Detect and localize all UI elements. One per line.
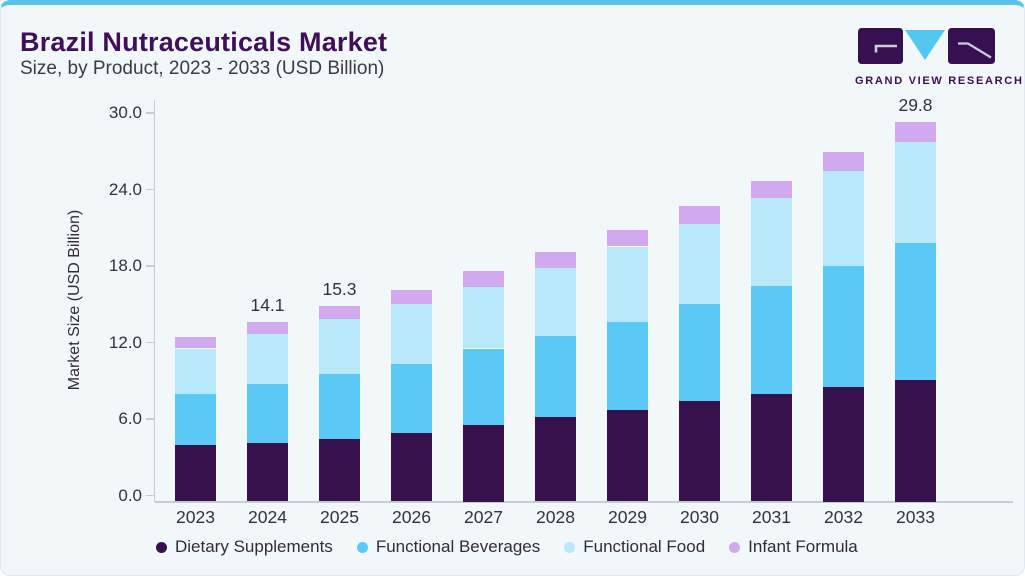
legend-swatch-icon xyxy=(564,541,576,553)
brand-name: GRAND VIEW RESEARCH xyxy=(855,75,1024,87)
y-axis-title: Market Size (USD Billion) xyxy=(66,209,83,391)
legend-item-dietary-supplements: Dietary Supplements xyxy=(156,537,333,557)
legend-swatch-icon xyxy=(156,541,167,553)
logo-v-triangle-icon xyxy=(905,30,945,60)
brand-logo: GRAND VIEW RESEARCH xyxy=(855,28,1024,87)
legend-swatch-icon xyxy=(729,541,741,553)
logo-r-mark xyxy=(958,42,992,59)
legend-label: Dietary Supplements xyxy=(175,537,333,556)
legend-item-functional-food: Functional Food xyxy=(564,537,705,557)
logo-g-mark xyxy=(874,44,897,53)
legend-label: Functional Food xyxy=(583,537,706,556)
page-title: Brazil Nutraceuticals Market xyxy=(20,27,388,57)
legend-swatch-icon xyxy=(356,541,368,553)
legend-item-functional-beverages: Functional Beverages xyxy=(356,537,541,557)
legend-label: Infant Formula xyxy=(748,537,858,556)
chart-legend: Dietary Supplements Functional Beverages F… xyxy=(156,536,858,558)
grand-view-research-logo-icon xyxy=(858,28,995,64)
legend-item-infant-formula: Infant Formula xyxy=(729,537,858,557)
page-subtitle: Size, by Product, 2023 - 2033 (USD Billi… xyxy=(20,58,385,79)
legend-label: Functional Beverages xyxy=(375,537,541,556)
